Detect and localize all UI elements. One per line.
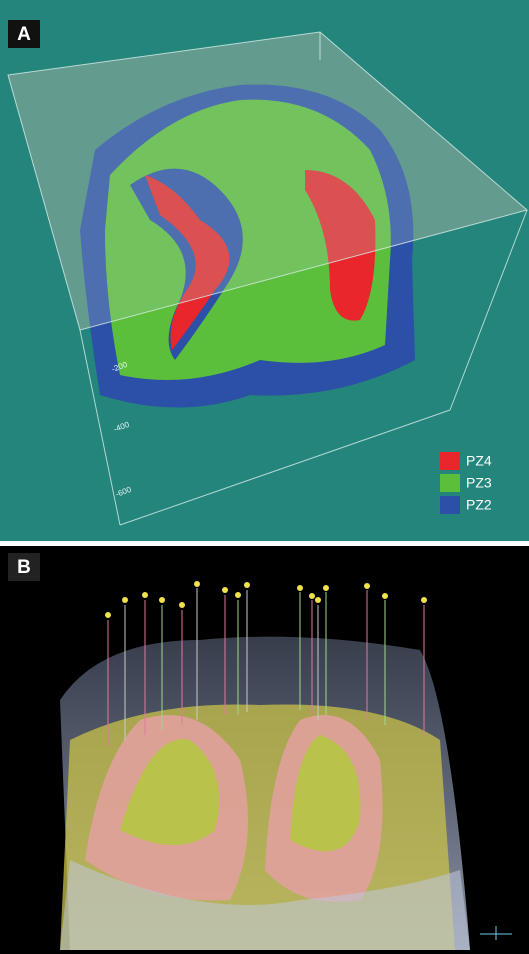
- figure: -200 -400 -600 PZ4PZ3PZ2 A: [0, 0, 529, 954]
- panel-label: B: [17, 557, 31, 578]
- legend-swatch: [440, 496, 460, 514]
- legend-label: PZ3: [466, 475, 492, 491]
- legend-label: PZ4: [466, 453, 492, 469]
- panel-label: A: [17, 24, 31, 45]
- page: -200 -400 -600 PZ4PZ3PZ2 A: [0, 0, 529, 954]
- legend: PZ4 PZ3 PZ2: [440, 452, 492, 514]
- legend-label: PZ2: [466, 497, 492, 513]
- legend-swatch: [440, 474, 460, 492]
- legend-swatch: [440, 452, 460, 470]
